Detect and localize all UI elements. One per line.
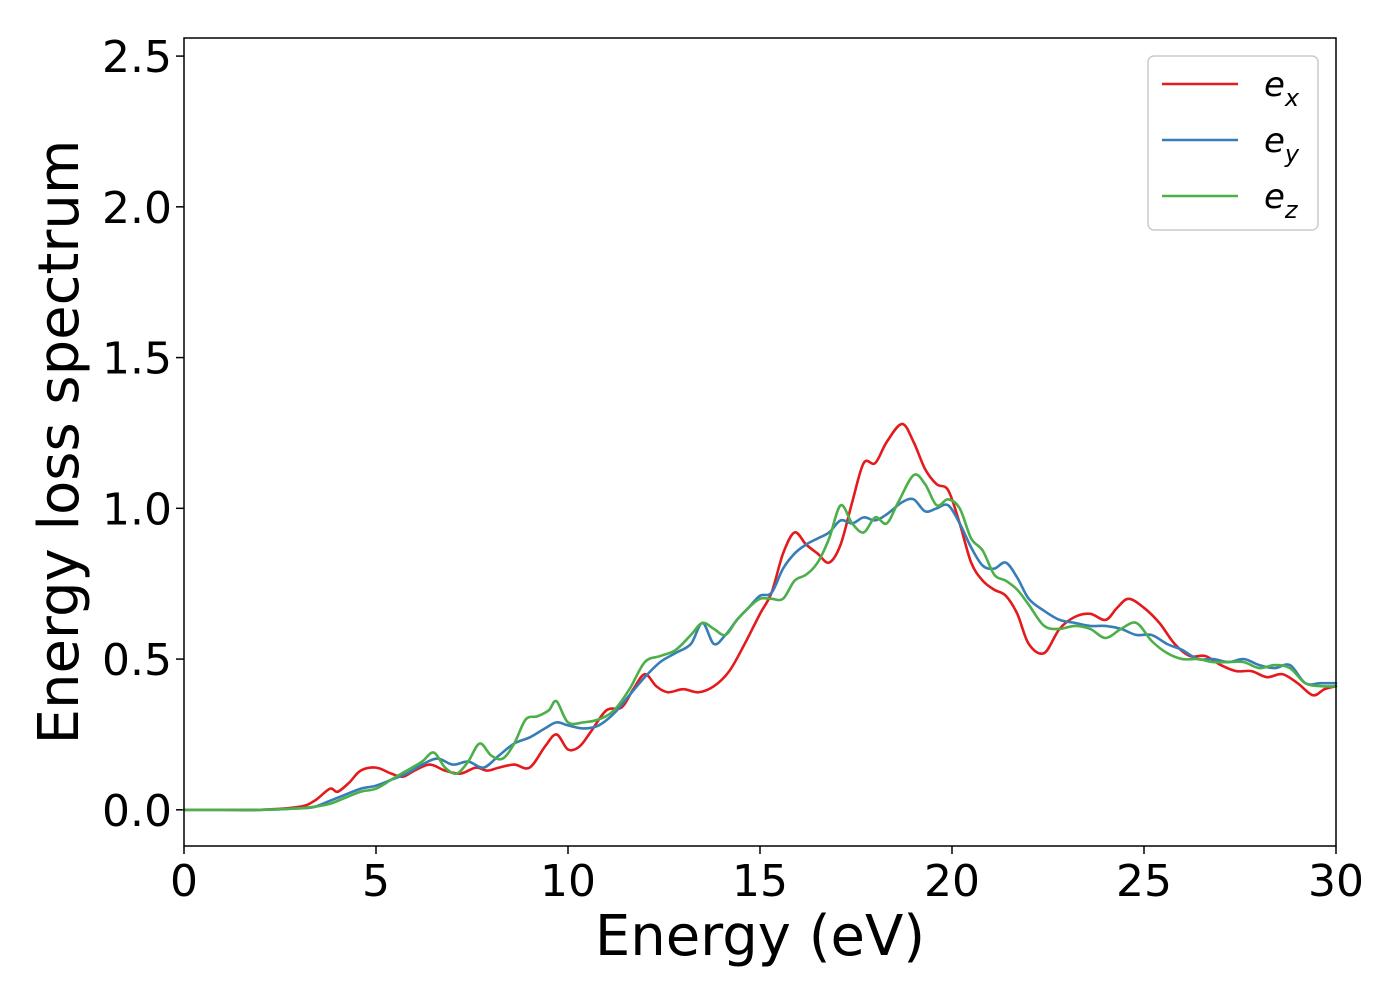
x-tick-label: 5 [362, 856, 390, 907]
legend-label-y: ey [1264, 121, 1300, 168]
plot-area [184, 38, 1336, 846]
y-tick-label: 1.5 [102, 334, 172, 385]
legend-label-x: ex [1264, 65, 1300, 112]
series-line-x [182, 422, 1338, 812]
x-axis-title: Energy (eV) [595, 904, 925, 969]
y-tick-label: 2.5 [102, 32, 172, 83]
x-tick-label: 15 [732, 856, 788, 907]
y-tick-label: 2.0 [102, 183, 172, 234]
plot-frame [183, 37, 1337, 847]
x-tick-label: 25 [1116, 856, 1172, 907]
series-line-y [182, 497, 1338, 812]
legend: ex ey ez [1147, 55, 1319, 231]
y-tick-label: 1.0 [102, 484, 172, 535]
x-tick-label: 0 [170, 856, 198, 907]
y-axis-title: Energy loss spectrum [27, 140, 92, 745]
y-tick-label: 0.0 [102, 786, 172, 837]
y-axis-ticks: 0.0 0.5 1.0 1.5 2.0 2.5 [102, 32, 184, 837]
legend-label-z: ez [1264, 177, 1299, 224]
x-tick-label: 20 [924, 856, 980, 907]
x-axis-ticks: 0 5 10 15 20 25 30 [170, 846, 1364, 907]
x-tick-label: 30 [1308, 856, 1364, 907]
legend-box [1147, 55, 1319, 231]
y-tick-label: 0.5 [102, 635, 172, 686]
x-tick-label: 10 [540, 856, 596, 907]
series-layer [182, 422, 1338, 812]
series-line-z [182, 473, 1338, 812]
